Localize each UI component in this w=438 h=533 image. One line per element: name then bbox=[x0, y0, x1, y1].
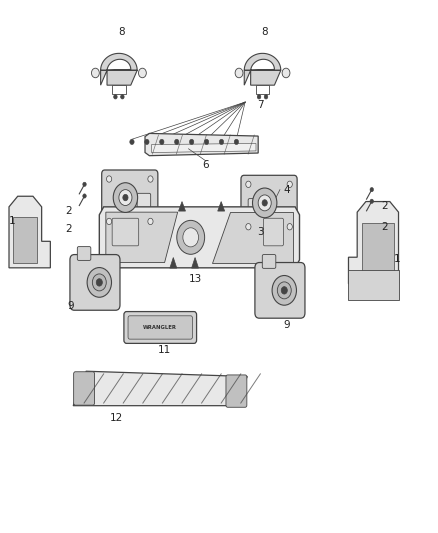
Polygon shape bbox=[179, 201, 185, 211]
FancyBboxPatch shape bbox=[128, 316, 192, 339]
Circle shape bbox=[287, 223, 292, 230]
Polygon shape bbox=[349, 201, 399, 284]
Circle shape bbox=[92, 68, 99, 78]
Circle shape bbox=[235, 68, 243, 78]
FancyBboxPatch shape bbox=[74, 372, 95, 405]
Circle shape bbox=[370, 199, 374, 204]
FancyBboxPatch shape bbox=[78, 247, 91, 261]
Polygon shape bbox=[191, 257, 198, 268]
Text: 8: 8 bbox=[118, 27, 124, 37]
Text: WRANGLER: WRANGLER bbox=[143, 325, 177, 330]
Polygon shape bbox=[145, 133, 258, 156]
Polygon shape bbox=[73, 371, 247, 406]
Circle shape bbox=[258, 195, 271, 211]
Text: 8: 8 bbox=[261, 27, 268, 37]
Polygon shape bbox=[244, 53, 281, 85]
Circle shape bbox=[272, 276, 297, 305]
Circle shape bbox=[370, 188, 374, 192]
Circle shape bbox=[246, 223, 251, 230]
Text: 3: 3 bbox=[257, 227, 264, 237]
Polygon shape bbox=[218, 201, 225, 211]
Circle shape bbox=[175, 139, 179, 144]
FancyBboxPatch shape bbox=[248, 199, 261, 223]
Circle shape bbox=[113, 183, 138, 213]
Polygon shape bbox=[212, 212, 293, 263]
Polygon shape bbox=[361, 223, 394, 278]
Circle shape bbox=[106, 218, 112, 224]
Circle shape bbox=[264, 95, 268, 99]
Text: 4: 4 bbox=[283, 184, 290, 195]
FancyBboxPatch shape bbox=[102, 170, 158, 230]
Text: 1: 1 bbox=[9, 216, 16, 227]
Circle shape bbox=[159, 139, 164, 144]
Polygon shape bbox=[99, 207, 300, 268]
Text: 1: 1 bbox=[394, 254, 401, 263]
Circle shape bbox=[120, 95, 124, 99]
Circle shape bbox=[219, 139, 224, 144]
Circle shape bbox=[205, 139, 209, 144]
Circle shape bbox=[106, 176, 112, 182]
Circle shape bbox=[246, 181, 251, 188]
Circle shape bbox=[92, 274, 106, 291]
Circle shape bbox=[83, 182, 86, 187]
Text: 12: 12 bbox=[110, 413, 124, 423]
Circle shape bbox=[145, 139, 149, 144]
Polygon shape bbox=[112, 85, 126, 94]
Text: 6: 6 bbox=[203, 160, 209, 169]
Circle shape bbox=[262, 200, 267, 206]
Circle shape bbox=[281, 287, 287, 294]
FancyBboxPatch shape bbox=[124, 312, 197, 343]
FancyBboxPatch shape bbox=[137, 193, 151, 217]
FancyBboxPatch shape bbox=[112, 218, 139, 246]
Text: 7: 7 bbox=[257, 100, 264, 110]
Circle shape bbox=[257, 95, 261, 99]
FancyBboxPatch shape bbox=[262, 255, 276, 268]
Text: 2: 2 bbox=[381, 200, 388, 211]
Circle shape bbox=[114, 95, 117, 99]
Circle shape bbox=[177, 220, 205, 254]
FancyBboxPatch shape bbox=[263, 218, 283, 246]
Polygon shape bbox=[101, 53, 137, 85]
Polygon shape bbox=[170, 257, 177, 268]
Circle shape bbox=[287, 181, 292, 188]
Circle shape bbox=[148, 218, 153, 224]
Polygon shape bbox=[106, 212, 178, 263]
Circle shape bbox=[234, 139, 239, 144]
Text: 2: 2 bbox=[66, 224, 72, 235]
Circle shape bbox=[83, 194, 86, 198]
Text: 2: 2 bbox=[66, 206, 72, 216]
Circle shape bbox=[96, 279, 102, 286]
Circle shape bbox=[282, 68, 290, 78]
Polygon shape bbox=[13, 217, 37, 263]
FancyBboxPatch shape bbox=[241, 175, 297, 236]
Polygon shape bbox=[9, 196, 50, 268]
FancyBboxPatch shape bbox=[70, 255, 120, 310]
Polygon shape bbox=[349, 270, 399, 300]
Circle shape bbox=[183, 228, 198, 247]
Text: 9: 9 bbox=[283, 320, 290, 330]
Text: 11: 11 bbox=[158, 345, 171, 355]
FancyBboxPatch shape bbox=[255, 263, 305, 318]
Circle shape bbox=[138, 68, 146, 78]
Circle shape bbox=[277, 282, 291, 299]
Text: 13: 13 bbox=[188, 273, 201, 284]
Circle shape bbox=[190, 139, 194, 144]
Circle shape bbox=[123, 195, 128, 201]
Circle shape bbox=[87, 268, 112, 297]
Polygon shape bbox=[152, 143, 256, 152]
Polygon shape bbox=[255, 85, 269, 94]
Text: 2: 2 bbox=[381, 222, 388, 232]
Circle shape bbox=[119, 190, 132, 206]
Circle shape bbox=[130, 139, 134, 144]
Text: 9: 9 bbox=[68, 301, 74, 311]
FancyBboxPatch shape bbox=[226, 375, 247, 407]
Circle shape bbox=[253, 188, 277, 217]
Circle shape bbox=[148, 176, 153, 182]
